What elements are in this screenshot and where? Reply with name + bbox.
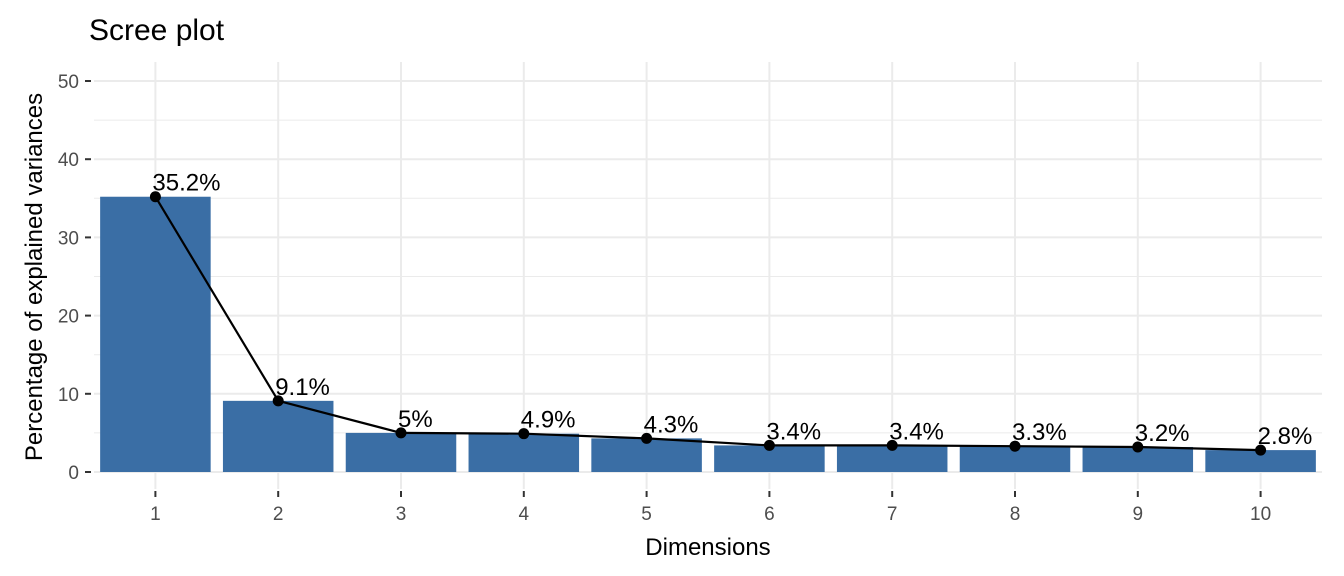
data-label-2: 9.1%: [275, 374, 330, 401]
data-label-3: 5%: [398, 406, 433, 433]
bar-4: [468, 433, 580, 472]
x-axis-title: Dimensions: [645, 534, 770, 561]
x-tick-label: 2: [273, 504, 284, 525]
data-label-5: 4.3%: [644, 411, 699, 438]
point-4: [518, 428, 530, 440]
data-labels: 35.2% 9.1% 5% 4.9% 4.3% 3.4% 3.4% 3.3% 3.2% 2.8%: [152, 170, 1312, 450]
y-axis: 0 10 20 30 40 50: [58, 72, 91, 484]
point-5: [641, 432, 653, 444]
variance-polyline: [154, 196, 1261, 452]
bar-1: [100, 196, 211, 472]
data-label-1: 35.2%: [152, 170, 220, 197]
x-tick-label: 6: [764, 504, 775, 525]
bars: [100, 196, 1316, 472]
bar-10: [1205, 450, 1316, 472]
x-tick-label: 1: [150, 504, 161, 525]
x-tick-label: 8: [1010, 504, 1021, 525]
y-tick-label: 20: [58, 307, 79, 328]
bar-2: [222, 400, 334, 472]
y-tick-label: 10: [58, 385, 79, 406]
variance-line: [149, 191, 1267, 456]
data-label-6: 3.4%: [766, 418, 821, 445]
point-9: [1132, 441, 1144, 453]
x-tick-label: 4: [519, 504, 530, 525]
point-1: [149, 191, 161, 203]
point-7: [886, 439, 898, 451]
point-8: [1009, 440, 1021, 452]
y-tick-label: 40: [58, 150, 79, 171]
chart-title: Scree plot: [89, 14, 225, 47]
point-2: [272, 395, 284, 407]
x-tick-label: 9: [1133, 504, 1144, 525]
y-tick-label: 30: [58, 228, 79, 249]
bar-3: [345, 432, 457, 472]
data-label-9: 3.2%: [1135, 420, 1190, 447]
bar-5: [591, 438, 702, 472]
data-label-4: 4.9%: [521, 407, 576, 434]
x-tick-label: 3: [396, 504, 407, 525]
y-axis-title: Percentage of explained variances: [21, 93, 48, 461]
x-tick-label: 7: [887, 504, 898, 525]
x-tick-label: 10: [1250, 504, 1271, 525]
point-3: [395, 427, 407, 439]
x-axis: 1 2 3 4 5 6 7 8 9 10: [150, 491, 1271, 525]
data-label-8: 3.3%: [1012, 419, 1067, 446]
data-label-7: 3.4%: [889, 418, 944, 445]
data-label-10: 2.8%: [1258, 423, 1313, 450]
x-tick-label: 5: [641, 504, 652, 525]
y-tick-label: 0: [68, 463, 79, 484]
y-tick-label: 50: [58, 72, 79, 93]
point-10: [1255, 444, 1267, 456]
point-6: [763, 439, 775, 451]
